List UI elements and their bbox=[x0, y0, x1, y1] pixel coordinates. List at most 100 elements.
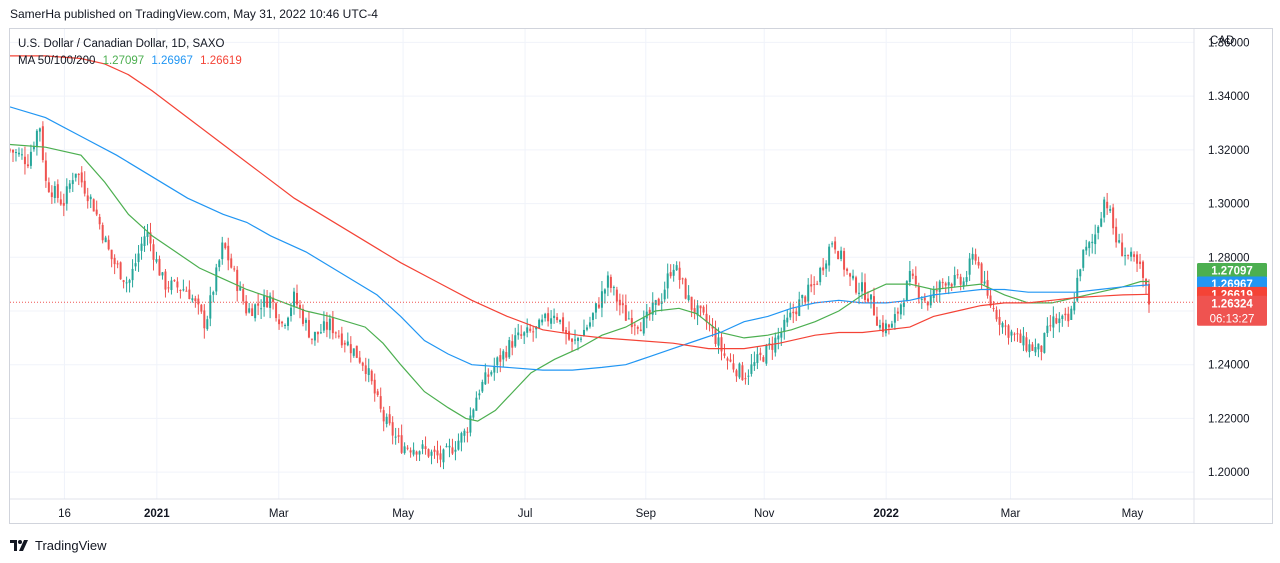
candle-body bbox=[1061, 315, 1064, 320]
candle-body bbox=[44, 160, 47, 181]
x-tick-label: Sep bbox=[636, 508, 656, 520]
candle-body bbox=[164, 271, 167, 290]
candle bbox=[789, 303, 792, 321]
candle-body bbox=[1115, 226, 1118, 243]
candle-body bbox=[1013, 333, 1016, 335]
candle-body bbox=[983, 281, 986, 284]
candle bbox=[639, 322, 642, 332]
candle-body bbox=[1064, 313, 1067, 316]
tradingview-footer[interactable]: TradingView bbox=[10, 538, 107, 553]
chart-canvas[interactable]: 1.360001.340001.320001.300001.280001.260… bbox=[10, 29, 1272, 523]
candle-body bbox=[588, 322, 591, 327]
candle-body bbox=[80, 172, 83, 183]
candle-body bbox=[176, 281, 179, 288]
candle bbox=[167, 280, 170, 293]
candle-body bbox=[406, 447, 409, 449]
candle bbox=[729, 353, 732, 363]
candle-body bbox=[26, 164, 29, 167]
candle-body bbox=[717, 337, 720, 346]
candle bbox=[143, 225, 146, 252]
candle-body bbox=[95, 209, 98, 215]
candle-body bbox=[137, 253, 140, 263]
candle bbox=[890, 320, 893, 328]
candle bbox=[1031, 341, 1034, 351]
candle bbox=[35, 129, 38, 156]
candle-body bbox=[884, 323, 887, 334]
candle bbox=[215, 263, 218, 296]
candle bbox=[236, 266, 239, 302]
candle bbox=[475, 391, 478, 411]
x-tick-label: May bbox=[1122, 508, 1144, 520]
candle bbox=[511, 334, 514, 356]
candle-body bbox=[128, 280, 131, 283]
candle bbox=[774, 332, 777, 357]
candle-body bbox=[427, 449, 430, 457]
candle bbox=[1061, 314, 1064, 327]
candle bbox=[612, 285, 615, 296]
candle bbox=[472, 408, 475, 420]
legend-ma-row[interactable]: MA 50/100/200 1.27097 1.26967 1.26619 bbox=[18, 53, 242, 70]
candle bbox=[837, 250, 840, 260]
candle bbox=[663, 281, 666, 303]
candle-body bbox=[777, 335, 780, 340]
candle-body bbox=[337, 335, 340, 337]
candle bbox=[995, 306, 998, 322]
y-tick-label: 1.30000 bbox=[1208, 199, 1250, 211]
candle bbox=[681, 277, 684, 285]
candle bbox=[176, 277, 179, 293]
candle bbox=[801, 294, 804, 306]
candle bbox=[23, 146, 26, 175]
candle bbox=[409, 447, 412, 458]
candle-body bbox=[681, 278, 684, 280]
candle-body bbox=[481, 381, 484, 392]
candle-body bbox=[1142, 261, 1145, 278]
candle bbox=[137, 245, 140, 272]
candle-body bbox=[720, 337, 723, 352]
candle bbox=[603, 288, 606, 304]
candle bbox=[744, 372, 747, 385]
candle bbox=[947, 276, 950, 295]
chart-frame[interactable]: 1.360001.340001.320001.300001.280001.260… bbox=[9, 28, 1273, 524]
candle bbox=[278, 314, 281, 330]
candle bbox=[1097, 225, 1100, 240]
candle-body bbox=[478, 393, 481, 396]
candle-body bbox=[53, 186, 56, 198]
candle-body bbox=[729, 359, 732, 362]
candle-body bbox=[433, 449, 436, 452]
candle bbox=[1109, 205, 1112, 213]
legend-symbol[interactable]: U.S. Dollar / Canadian Dollar, 1D, SAXO bbox=[18, 38, 225, 50]
candle bbox=[454, 441, 457, 461]
candle bbox=[334, 331, 337, 339]
candle bbox=[358, 350, 361, 364]
candle bbox=[26, 154, 29, 169]
candle-body bbox=[260, 308, 263, 310]
candle-body bbox=[816, 283, 819, 285]
candle bbox=[556, 313, 559, 323]
candle-body bbox=[1094, 234, 1097, 245]
candle-body bbox=[765, 345, 768, 364]
y-tick-label: 1.20000 bbox=[1208, 467, 1250, 479]
candle bbox=[998, 309, 1001, 336]
candle-body bbox=[926, 302, 929, 306]
candle-body bbox=[1058, 318, 1061, 324]
candle-body bbox=[630, 318, 633, 328]
candle bbox=[170, 276, 173, 295]
candle bbox=[738, 362, 741, 380]
candle bbox=[846, 267, 849, 275]
candle-body bbox=[245, 301, 248, 314]
candle-body bbox=[965, 277, 968, 282]
candle bbox=[717, 327, 720, 354]
x-tick-label: 16 bbox=[58, 508, 71, 520]
candle-body bbox=[56, 184, 59, 198]
candle-body bbox=[179, 289, 182, 291]
candle-body bbox=[621, 303, 624, 306]
candle bbox=[642, 310, 645, 336]
candle-body bbox=[696, 305, 699, 316]
candle-body bbox=[786, 317, 789, 323]
candle bbox=[696, 300, 699, 326]
candle-body bbox=[789, 312, 792, 318]
candle bbox=[128, 278, 131, 293]
x-tick-label: 2021 bbox=[144, 508, 170, 520]
candle-body bbox=[977, 261, 980, 266]
candle bbox=[1091, 233, 1094, 254]
